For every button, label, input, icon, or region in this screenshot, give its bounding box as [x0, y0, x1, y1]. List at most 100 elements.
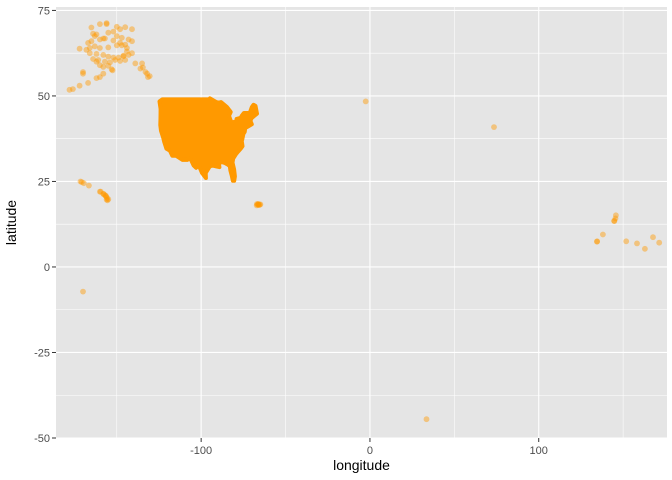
data-point — [85, 40, 91, 46]
data-point — [86, 45, 93, 51]
y-tick-label: 0 — [44, 262, 50, 274]
data-point — [80, 69, 86, 75]
data-point — [145, 74, 151, 80]
data-point — [97, 45, 103, 51]
data-point — [257, 201, 264, 208]
y-tick-label: 25 — [38, 176, 50, 188]
data-point — [117, 58, 123, 64]
data-point — [100, 35, 107, 42]
data-point — [103, 193, 109, 200]
data-point — [104, 195, 110, 201]
data-point — [256, 202, 262, 209]
data-point — [107, 59, 113, 66]
data-point — [642, 245, 648, 252]
data-point — [109, 67, 116, 74]
data-point — [600, 231, 606, 238]
x-tick-label: 100 — [530, 445, 548, 457]
y-tick-label: 75 — [38, 5, 50, 17]
contiguous-us-region — [157, 96, 259, 183]
data-point — [102, 35, 108, 42]
data-point — [120, 53, 127, 60]
data-point — [110, 28, 117, 35]
data-point — [122, 24, 129, 31]
data-point — [105, 62, 112, 69]
y-tick-label: -25 — [34, 347, 50, 359]
data-point — [83, 46, 90, 53]
data-point — [103, 196, 110, 203]
data-point — [140, 64, 146, 71]
data-point — [125, 36, 132, 43]
minor-gridlines — [56, 7, 667, 438]
y-tick-label: -50 — [34, 433, 50, 445]
data-point — [362, 98, 369, 105]
data-point — [612, 215, 619, 222]
data-point — [103, 20, 110, 26]
data-point — [100, 190, 107, 197]
data-point — [594, 238, 600, 245]
data-point — [105, 29, 112, 36]
data-point — [108, 66, 115, 73]
data-point — [86, 182, 92, 189]
x-axis-title: longitude — [333, 457, 390, 473]
data-point — [125, 52, 132, 58]
data-point — [103, 21, 110, 27]
data-point — [100, 191, 107, 198]
data-point — [93, 51, 100, 57]
data-point — [97, 188, 104, 195]
data-point — [594, 238, 600, 245]
data-point — [102, 192, 108, 199]
data-point — [110, 37, 117, 44]
data-point — [613, 212, 619, 219]
data-point — [623, 238, 630, 245]
data-point — [97, 188, 103, 195]
data-point — [80, 70, 86, 77]
data-point — [255, 201, 262, 207]
data-point — [253, 202, 260, 209]
data-point — [91, 43, 98, 50]
data-point — [78, 179, 85, 186]
data-point — [611, 218, 618, 225]
data-point — [93, 31, 100, 38]
data-point — [76, 45, 83, 52]
data-point — [254, 201, 260, 207]
data-point — [117, 26, 123, 33]
data-point — [611, 217, 618, 224]
data-point — [117, 40, 123, 46]
data-point — [100, 64, 107, 70]
data-point — [423, 416, 430, 423]
data-point — [77, 178, 84, 185]
data-point — [255, 201, 262, 208]
data-point — [110, 54, 117, 61]
data-point — [144, 70, 151, 77]
data-point — [634, 240, 640, 247]
data-point — [100, 52, 107, 58]
data-point — [256, 201, 263, 208]
axis-ticks: -100 0 100 -50 -25 0 25 50 75 — [34, 5, 548, 457]
data-point — [120, 52, 127, 59]
data-point — [97, 62, 103, 69]
data-point — [86, 50, 93, 57]
y-tick-label: 50 — [38, 91, 50, 103]
data-point — [102, 58, 108, 65]
data-point — [124, 45, 130, 51]
data-point — [122, 57, 129, 63]
data-point — [113, 23, 120, 30]
data-point — [142, 69, 149, 75]
data-point — [93, 75, 100, 81]
data-point — [254, 201, 261, 208]
data-point — [656, 239, 663, 246]
data-point — [137, 65, 144, 72]
data-point — [100, 70, 107, 77]
data-point — [115, 54, 122, 61]
data-point — [105, 44, 112, 51]
plot-panel — [56, 7, 667, 438]
data-point — [129, 26, 135, 33]
data-point — [88, 38, 95, 45]
data-point — [146, 73, 153, 79]
data-point — [118, 34, 125, 41]
data-point — [85, 80, 91, 86]
contiguous-us-points — [157, 96, 259, 183]
data-point — [90, 30, 96, 37]
data-point — [132, 60, 139, 67]
